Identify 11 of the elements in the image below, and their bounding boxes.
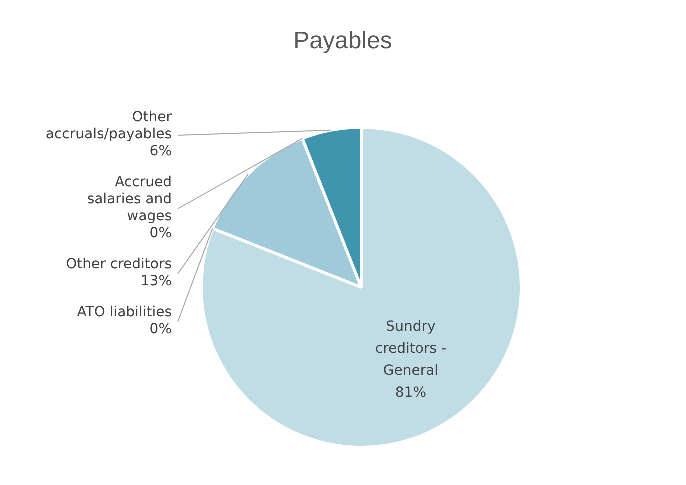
data-label: 6%: [150, 144, 172, 160]
data-label: 81%: [395, 384, 427, 401]
slice-label: Other creditors: [66, 256, 172, 273]
category-label: Accrued salaries and wages: [87, 174, 172, 225]
chart-title: Payables: [294, 28, 392, 55]
text: 0%: [150, 226, 172, 242]
category-label: ATO liabilities: [77, 304, 172, 321]
data-label: 13%: [140, 274, 172, 290]
slice-label: Other accruals/payables: [46, 110, 172, 143]
slice-label: Sundry creditors - General: [375, 318, 447, 379]
text: 0%: [150, 322, 172, 338]
